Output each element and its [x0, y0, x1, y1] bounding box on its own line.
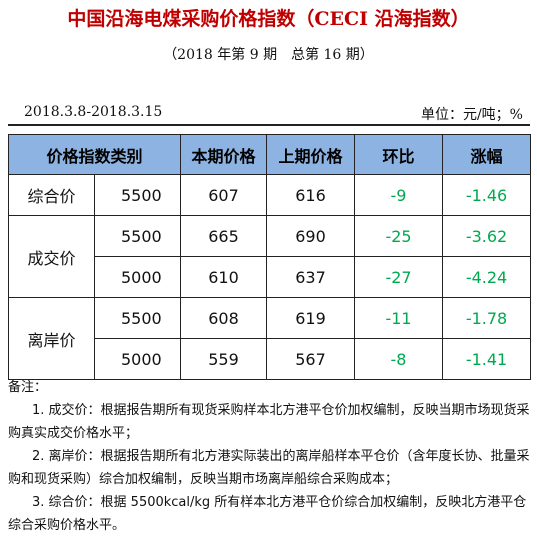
kcal-cell: 5000	[93, 338, 182, 380]
col-header-mom: 环比	[354, 134, 444, 175]
mom-cell: -8	[354, 338, 444, 380]
mom-cell: -27	[354, 256, 444, 298]
previous-price-cell: 619	[266, 297, 356, 339]
previous-price-cell: 616	[266, 174, 356, 216]
col-header-previous: 上期价格	[266, 134, 356, 175]
pct-cell: -4.24	[442, 256, 532, 298]
col-header-category: 价格指数类别	[7, 134, 182, 175]
table-row: 5000 559 567 -8 -1.41	[9, 338, 532, 380]
mom-cell: -11	[354, 297, 444, 339]
current-price-cell: 607	[180, 174, 268, 216]
pct-cell: -1.78	[442, 297, 532, 339]
divider	[8, 124, 530, 126]
mom-cell: -25	[354, 215, 444, 257]
current-price-cell: 559	[180, 338, 268, 380]
table-row: 离岸价 5500 608 619 -11 -1.78	[8, 297, 532, 380]
note-item: 2. 离岸价：根据报告期所有北方港实际装出的离岸船样本平仓价（含年度长协、批量采…	[8, 449, 530, 487]
previous-price-cell: 637	[266, 256, 356, 298]
notes-section: 备注： 1. 成交价：根据报告期所有现货采购样本北方港平仓价加权编制，反映当期市…	[8, 376, 530, 537]
current-price-cell: 608	[180, 297, 268, 339]
note-item: 1. 成交价：根据报告期所有现货采购样本北方港平仓价加权编制，反映当期市场现货采…	[8, 403, 530, 441]
previous-price-cell: 690	[266, 215, 356, 257]
pct-cell: -3.62	[442, 215, 532, 257]
page-title: 中国沿海电煤采购价格指数（CECI 沿海指数）	[67, 8, 470, 30]
group-label-transaction: 成交价	[8, 215, 95, 298]
pct-cell: -1.46	[442, 174, 532, 216]
current-price-cell: 610	[180, 256, 268, 298]
note-item: 3. 综合价：根据 5500kcal/kg 所有样本北方港平仓价综合加权编制，反…	[8, 495, 527, 533]
table-row: 成交价 5500 665 690 -25 -3.62	[8, 215, 532, 298]
group-label-composite: 综合价	[8, 174, 95, 216]
previous-price-cell: 567	[266, 338, 356, 380]
table-row: 综合价 5500 607 616 -9 -1.46	[8, 174, 532, 216]
kcal-cell: 5500	[93, 215, 182, 257]
date-range: 2018.3.8-2018.3.15	[24, 104, 163, 120]
kcal-cell: 5000	[93, 256, 182, 298]
current-price-cell: 665	[180, 215, 268, 257]
kcal-cell: 5500	[93, 297, 182, 339]
kcal-cell: 5500	[93, 174, 182, 216]
notes-heading: 备注：	[8, 380, 48, 395]
table-header-row: 价格指数类别 本期价格 上期价格 环比 涨幅	[7, 134, 532, 175]
price-index-table: 价格指数类别 本期价格 上期价格 环比 涨幅 综合价 5500 607 616 …	[7, 134, 532, 380]
table-row: 5000 610 637 -27 -4.24	[9, 256, 532, 298]
col-header-current: 本期价格	[180, 134, 268, 175]
issue-subtitle: （2018 年第 9 期 总第 16 期）	[163, 47, 374, 63]
unit-label: 单位：元/吨；%	[420, 107, 523, 123]
col-header-pct: 涨幅	[442, 134, 532, 175]
mom-cell: -9	[354, 174, 444, 216]
pct-cell: -1.41	[442, 338, 532, 380]
group-label-offshore: 离岸价	[8, 297, 95, 380]
